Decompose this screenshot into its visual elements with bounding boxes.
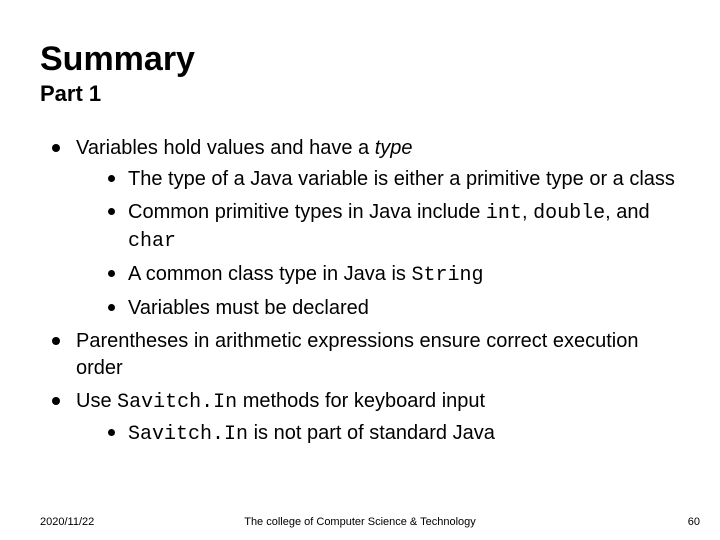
bullet-text: is not part of standard Java [248,422,495,444]
code-text: Savitch.In [117,391,237,414]
list-item: Use Savitch.In methods for keyboard inpu… [48,388,680,448]
list-item: Variables must be declared [104,295,680,322]
bullet-text: , and [605,201,649,223]
bullet-emph: type [375,137,413,159]
footer-page: 60 [688,516,700,528]
bullet-text: , [522,201,533,223]
list-item: A common class type in Java is String [104,261,680,289]
sub-list: Savitch.In is not part of standard Java [76,420,680,448]
code-text: int [486,202,522,225]
list-item: The type of a Java variable is either a … [104,166,680,193]
bullet-text: Variables must be declared [128,297,369,319]
bullet-list: Variables hold values and have a type Th… [40,135,680,448]
bullet-text: methods for keyboard input [237,390,485,412]
slide-title: Summary [40,40,680,79]
bullet-text: Parentheses in arithmetic expressions en… [76,330,639,379]
bullet-text: A common class type in Java is [128,263,411,285]
code-text: double [533,202,605,225]
code-text: char [128,230,176,253]
sub-list: The type of a Java variable is either a … [76,166,680,322]
code-text: Savitch.In [128,423,248,446]
list-item: Variables hold values and have a type Th… [48,135,680,322]
bullet-text: The type of a Java variable is either a … [128,168,675,190]
list-item: Common primitive types in Java include i… [104,199,680,255]
list-item: Savitch.In is not part of standard Java [104,420,680,448]
slide-subtitle: Part 1 [40,81,680,107]
bullet-text: Use [76,390,117,412]
bullet-text: Common primitive types in Java include [128,201,486,223]
bullet-text: Variables hold values and have a [76,137,375,159]
slide: Summary Part 1 Variables hold values and… [0,0,720,540]
list-item: Parentheses in arithmetic expressions en… [48,328,680,382]
code-text: String [411,264,483,287]
footer-center: The college of Computer Science & Techno… [0,516,720,528]
